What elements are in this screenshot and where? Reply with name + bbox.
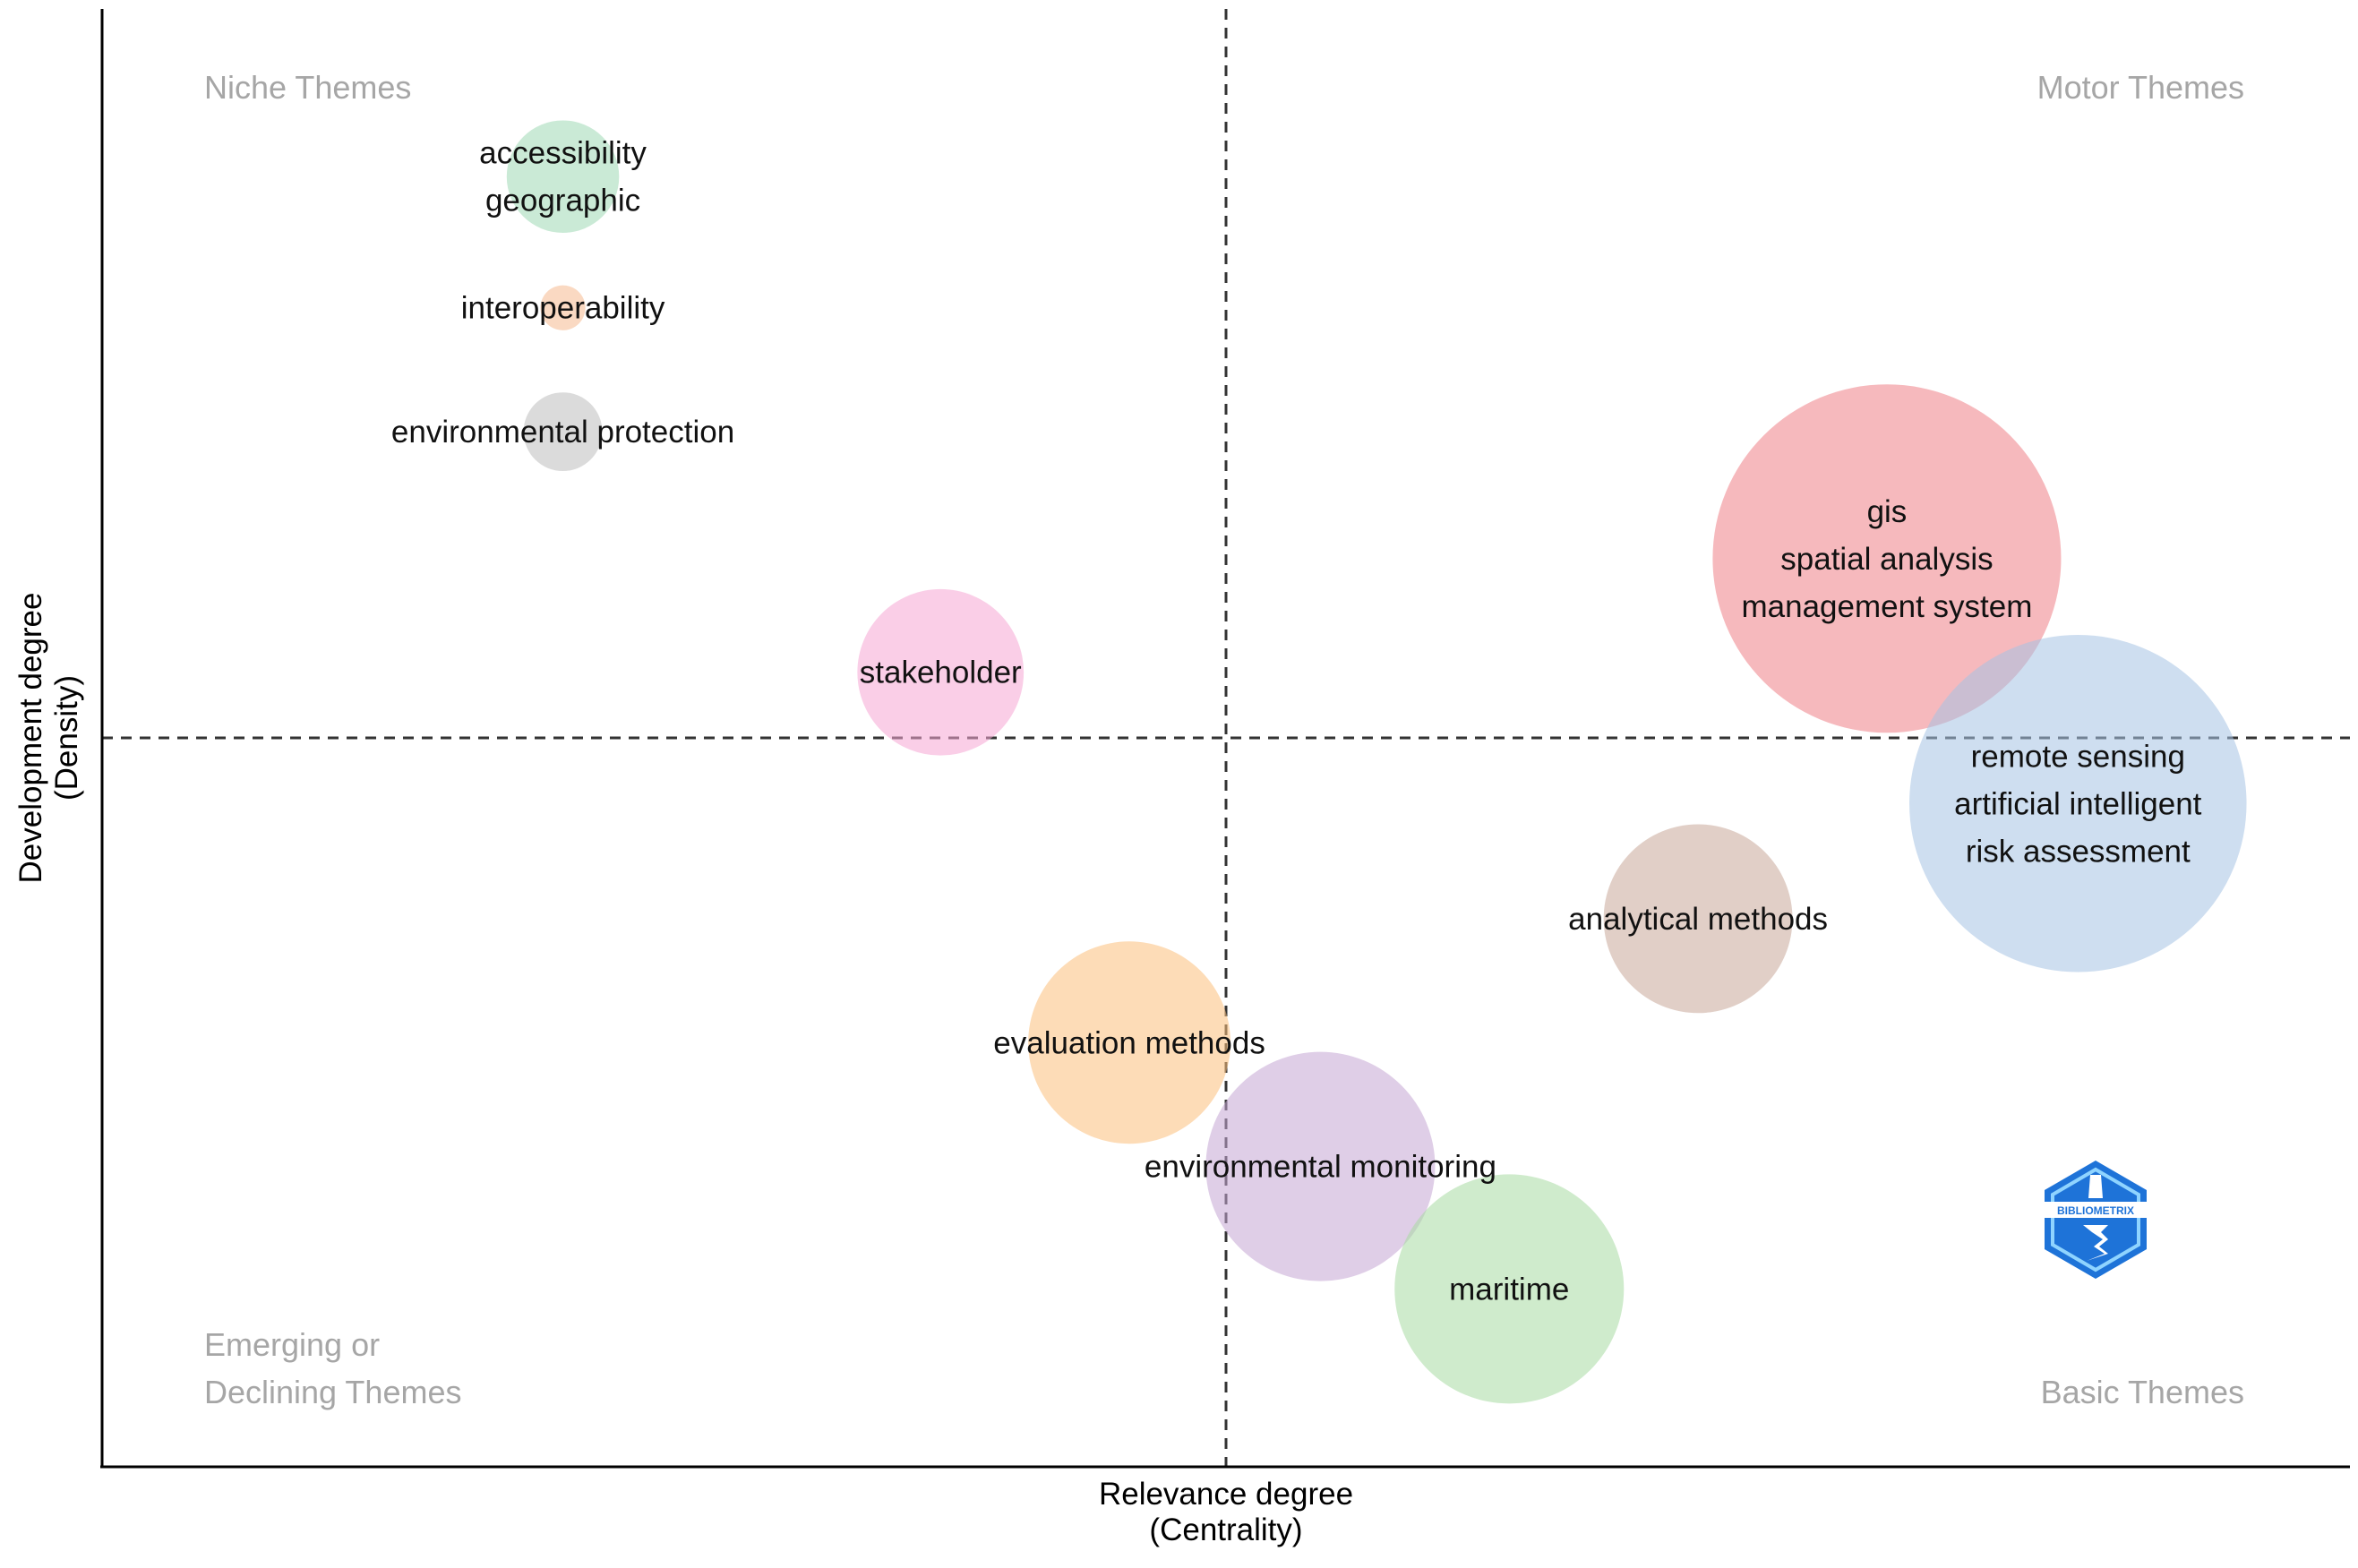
cluster-label: analytical methods <box>1568 902 1828 937</box>
cluster-label: risk assessment <box>1966 834 2191 869</box>
cluster-labels: accessibility geographic interoperability e… <box>391 136 2202 1307</box>
cluster-bubble[interactable] <box>523 392 603 472</box>
cluster-bubble[interactable] <box>1028 941 1231 1144</box>
cluster-label: artificial intelligent <box>1954 786 2202 821</box>
logo-banner <box>2044 1202 2148 1218</box>
quadrant-label-emerging: Declining Themes <box>204 1374 461 1410</box>
cluster-bubble[interactable] <box>1603 824 1793 1014</box>
cluster-bubble[interactable] <box>506 120 620 233</box>
x-axis-title: Relevance degree <box>1099 1477 1353 1512</box>
cluster-bubble[interactable] <box>1205 1051 1436 1281</box>
y-axis-title: Development degree <box>13 593 48 884</box>
cluster-label: maritime <box>1449 1272 1569 1307</box>
logo-hexagon-inner <box>2051 1167 2140 1272</box>
cluster-label: evaluation methods <box>993 1025 1265 1060</box>
y-axis-title: (Density) <box>49 675 84 801</box>
logo-lighthouse-icon <box>2083 1175 2108 1261</box>
cluster-label: interoperability <box>461 291 665 326</box>
logo-text: BIBLIOMETRIX <box>2057 1204 2134 1217</box>
logo-hexagon-outer <box>2045 1161 2147 1279</box>
cluster-label: environmental protection <box>391 415 734 450</box>
cluster-label: environmental monitoring <box>1145 1150 1496 1185</box>
cluster-label: remote sensing <box>1971 739 2185 774</box>
quadrant-label-motor: Motor Themes <box>2037 69 2244 106</box>
cluster-label: stakeholder <box>860 655 1022 690</box>
quadrant-label-niche: Niche Themes <box>204 69 411 106</box>
cluster-bubble[interactable] <box>1394 1174 1625 1404</box>
cluster-bubble[interactable] <box>1909 635 2247 973</box>
quadrant-label-emerging: Emerging or <box>204 1326 380 1363</box>
x-axis-title: (Centrality) <box>1149 1512 1302 1547</box>
cluster-bubbles <box>506 120 2247 1404</box>
cluster-bubble[interactable] <box>1712 384 2062 733</box>
bibliometrix-logo: BIBLIOMETRIX <box>2044 1161 2148 1279</box>
quadrant-label-basic: Basic Themes <box>2041 1374 2244 1410</box>
cluster-bubble[interactable] <box>857 588 1025 756</box>
cluster-label: geographic <box>485 184 640 218</box>
quadrant-labels: Niche Themes Motor Themes Emerging or Decli… <box>204 69 2244 1410</box>
axes <box>100 9 2350 1469</box>
axis-titles: Relevance degree(Centrality) Development … <box>13 593 1353 1547</box>
cluster-label: accessibility <box>479 136 647 171</box>
cluster-label: management system <box>1742 589 2033 624</box>
cluster-bubble[interactable] <box>540 285 586 330</box>
cluster-label: spatial analysis <box>1780 542 1993 577</box>
cluster-label: gis <box>1867 494 1908 529</box>
